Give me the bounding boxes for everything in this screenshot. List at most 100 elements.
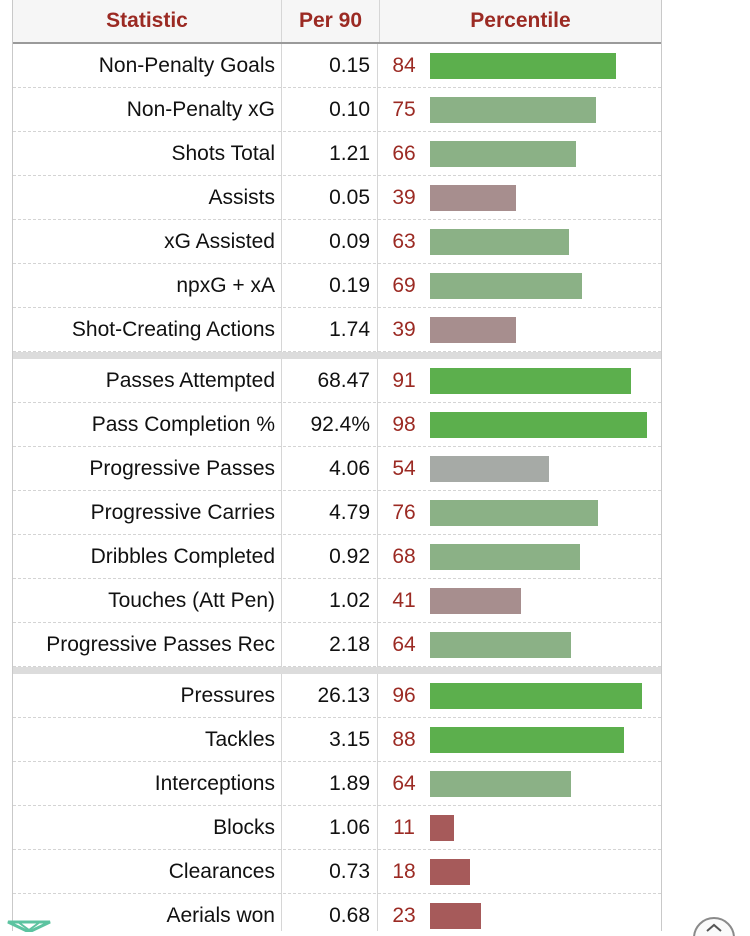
percentile-bar [430, 544, 580, 570]
table-row: Tackles 3.15 88 [13, 718, 661, 762]
per90-value: 0.15 [281, 44, 378, 88]
header-per90[interactable]: Per 90 [281, 0, 380, 42]
green-logo-icon [7, 920, 51, 932]
table-row: Progressive Carries 4.79 76 [13, 491, 661, 535]
percentile-bar [430, 771, 571, 797]
stat-label: Non-Penalty xG [126, 98, 275, 121]
per90-value: 0.05 [281, 176, 378, 220]
table-row: xG Assisted 0.09 63 [13, 220, 661, 264]
per90-value: 1.06 [281, 806, 378, 850]
table-row: Progressive Passes Rec 2.18 64 [13, 623, 661, 667]
stat-label: Progressive Carries [90, 501, 275, 524]
percentile-value: 98 [392, 413, 416, 436]
stat-label: Pressures [180, 684, 275, 707]
table-row: Aerials won 0.68 23 [13, 894, 661, 931]
per90-value: 0.19 [281, 264, 378, 308]
percentile-value: 88 [392, 728, 416, 751]
percentile-bar [430, 53, 616, 79]
per90-value: 68.47 [281, 359, 378, 403]
table-row: Shot-Creating Actions 1.74 39 [13, 308, 661, 352]
percentile-bar [430, 97, 596, 123]
header-percentile[interactable]: Percentile [470, 9, 571, 32]
percentile-value: 84 [392, 54, 416, 77]
percentile-bar [430, 141, 576, 167]
percentile-table: Statistic Per 90 Percentile Non-Penalty … [12, 0, 662, 931]
table-row: Clearances 0.73 18 [13, 850, 661, 894]
percentile-value: 63 [392, 230, 416, 253]
stat-label: Interceptions [154, 772, 275, 795]
percentile-bar [430, 859, 470, 885]
table-row: Assists 0.05 39 [13, 176, 661, 220]
section-divider [13, 667, 661, 674]
table-row: Non-Penalty xG 0.10 75 [13, 88, 661, 132]
table-row: Pass Completion % 92.4% 98 [13, 403, 661, 447]
stat-label: Touches (Att Pen) [108, 589, 275, 612]
percentile-value: 64 [392, 633, 416, 656]
percentile-bar [430, 815, 454, 841]
stat-label: Passes Attempted [105, 369, 275, 392]
percentile-bar [430, 229, 569, 255]
percentile-bar [430, 588, 521, 614]
percentile-value: 54 [392, 457, 416, 480]
percentile-bar [430, 903, 481, 929]
stat-label: Pass Completion % [91, 413, 275, 436]
stat-label: Blocks [213, 816, 275, 839]
per90-value: 3.15 [281, 718, 378, 762]
per90-value: 4.79 [281, 491, 378, 535]
percentile-bar [430, 273, 582, 299]
table-row: Pressures 26.13 96 [13, 674, 661, 718]
table-row: Blocks 1.06 11 [13, 806, 661, 850]
header-statistic[interactable]: Statistic [106, 9, 188, 32]
percentile-value: 64 [392, 772, 416, 795]
stat-label: Dribbles Completed [90, 545, 275, 568]
table-header: Statistic Per 90 Percentile [13, 0, 661, 44]
percentile-value: 11 [393, 816, 415, 839]
stat-label: Tackles [204, 728, 275, 751]
percentile-value: 66 [392, 142, 416, 165]
per90-value: 1.74 [281, 308, 378, 352]
percentile-value: 91 [392, 369, 416, 392]
stat-label: Assists [208, 186, 275, 209]
percentile-value: 18 [392, 860, 416, 883]
table-row: Shots Total 1.21 66 [13, 132, 661, 176]
percentile-value: 41 [392, 589, 416, 612]
percentile-bar [430, 185, 516, 211]
scroll-top-button-icon[interactable] [692, 914, 736, 936]
percentile-bar [430, 727, 624, 753]
section-divider [13, 352, 661, 359]
per90-value: 0.73 [281, 850, 378, 894]
percentile-bar [430, 500, 598, 526]
stat-label: xG Assisted [164, 230, 275, 253]
percentile-bar [430, 368, 631, 394]
stat-label: npxG + xA [176, 274, 275, 297]
percentile-bar [430, 412, 647, 438]
stat-label: Clearances [168, 860, 275, 883]
percentile-bar [430, 317, 516, 343]
percentile-bar [430, 456, 549, 482]
table-row: npxG + xA 0.19 69 [13, 264, 661, 308]
per90-value: 92.4% [281, 403, 378, 447]
percentile-value: 68 [392, 545, 416, 568]
percentile-value: 75 [392, 98, 416, 121]
per90-value: 1.21 [281, 132, 378, 176]
per90-value: 2.18 [281, 623, 378, 667]
percentile-value: 96 [392, 684, 416, 707]
per90-value: 4.06 [281, 447, 378, 491]
table-row: Progressive Passes 4.06 54 [13, 447, 661, 491]
percentile-value: 39 [392, 318, 416, 341]
table-row: Touches (Att Pen) 1.02 41 [13, 579, 661, 623]
per90-value: 0.92 [281, 535, 378, 579]
table-row: Passes Attempted 68.47 91 [13, 359, 661, 403]
per90-value: 1.89 [281, 762, 378, 806]
table-row: Interceptions 1.89 64 [13, 762, 661, 806]
stat-label: Non-Penalty Goals [98, 54, 275, 77]
percentile-value: 69 [392, 274, 416, 297]
percentile-bar [430, 683, 642, 709]
percentile-bar [430, 632, 571, 658]
stat-label: Shot-Creating Actions [71, 318, 275, 341]
per90-value: 0.09 [281, 220, 378, 264]
per90-value: 1.02 [281, 579, 378, 623]
stat-label: Aerials won [166, 904, 275, 927]
percentile-value: 76 [392, 501, 416, 524]
percentile-value: 39 [392, 186, 416, 209]
